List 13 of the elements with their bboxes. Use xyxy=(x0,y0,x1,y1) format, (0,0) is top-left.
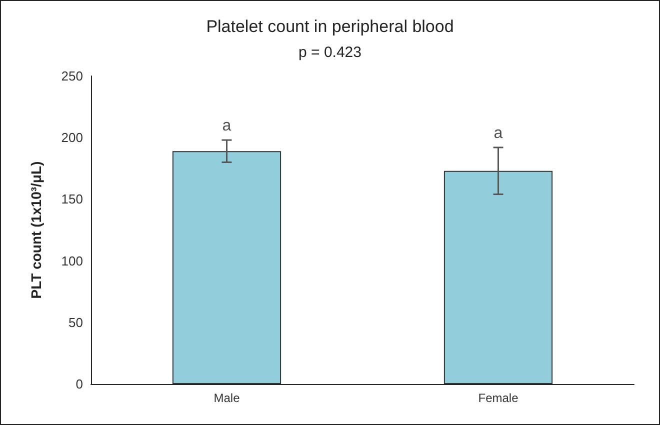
x-tick-label: Male xyxy=(214,391,240,405)
annotation: a xyxy=(222,118,232,135)
y-tick-label: 150 xyxy=(61,192,83,207)
y-tick-label: 0 xyxy=(76,376,83,392)
y-tick-label: 200 xyxy=(61,130,83,146)
y-tick-label: 50 xyxy=(68,314,83,330)
y-tick-label: 100 xyxy=(61,253,83,268)
y-axis-title: PLT count (1x10³/μL) xyxy=(28,161,44,299)
x-tick-label: Female xyxy=(478,391,519,405)
y-tick-label: 250 xyxy=(61,68,83,84)
chart-title: Platelet count in peripheral blood xyxy=(206,17,454,36)
text: p = 0.423 xyxy=(298,44,362,61)
annotation: a xyxy=(494,124,503,142)
